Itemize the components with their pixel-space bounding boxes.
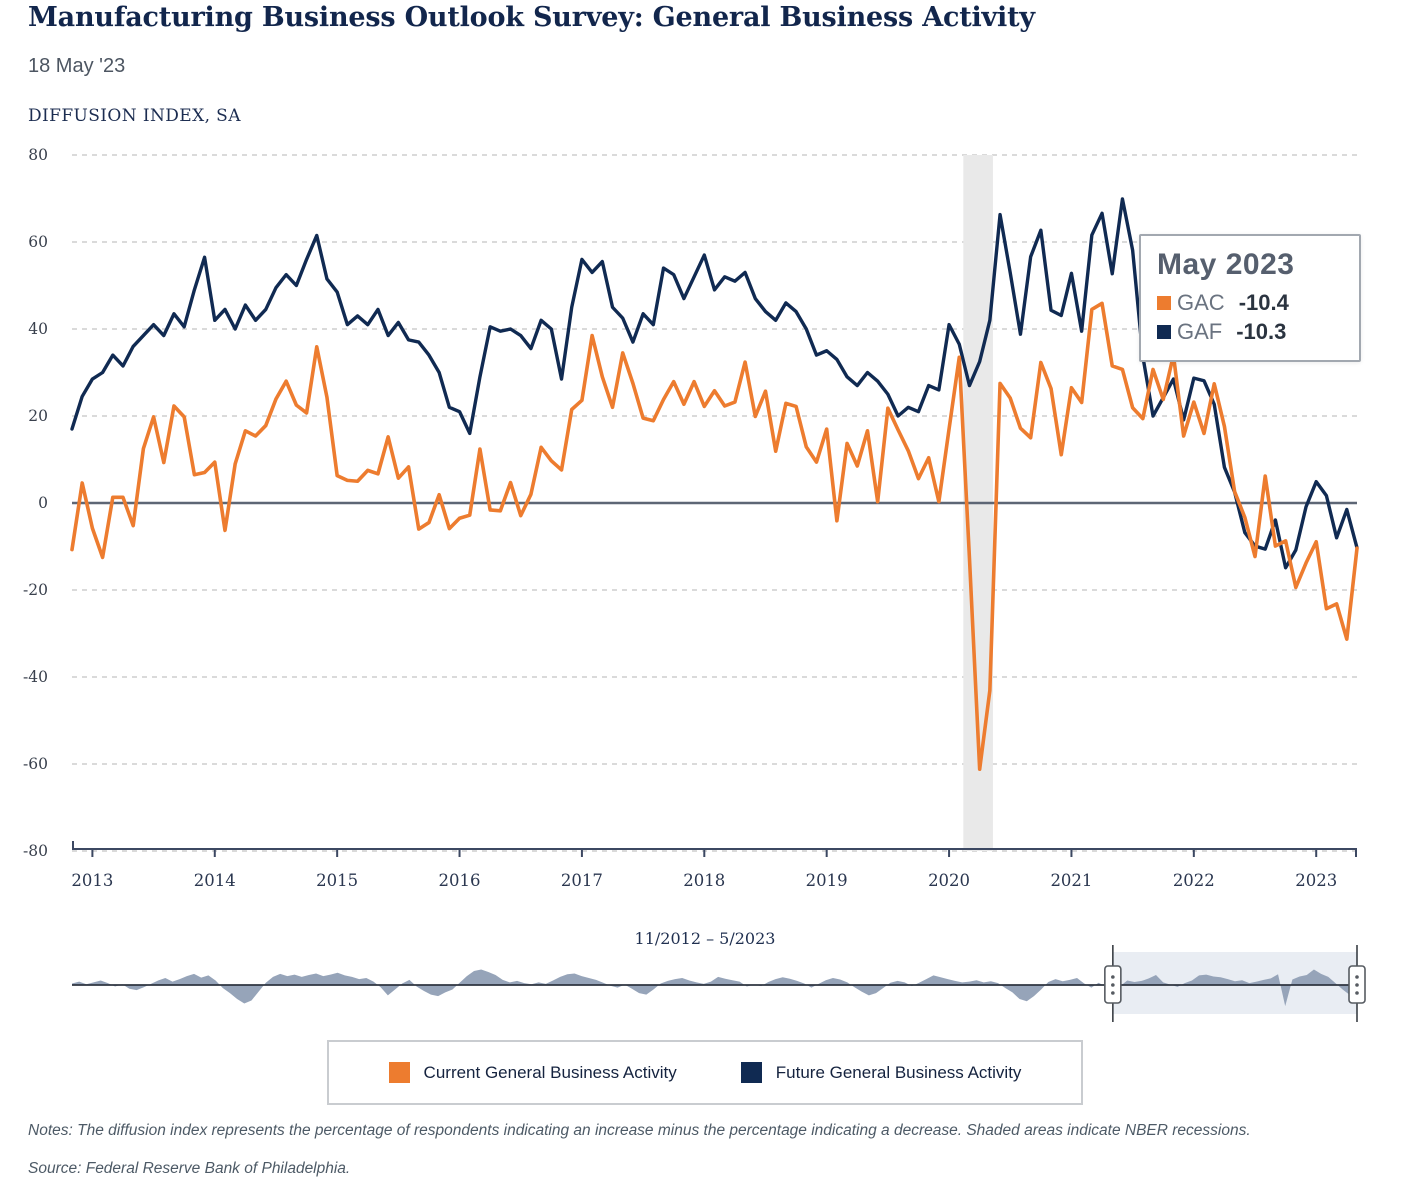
tooltip-gaf-value: -10.3 (1236, 319, 1287, 344)
legend: Current General Business Activity Future… (0, 1040, 1410, 1105)
svg-text:40: 40 (28, 320, 48, 338)
svg-text:2015: 2015 (316, 871, 358, 890)
tooltip-gaf-label: GAF (1177, 319, 1223, 344)
svg-text:-20: -20 (23, 581, 48, 599)
legend-box: Current General Business Activity Future… (326, 1040, 1084, 1105)
tooltip: May 2023 GAC -10.4 GAF -10.3 (1139, 234, 1361, 362)
svg-text:2023: 2023 (1295, 871, 1337, 890)
svg-text:2019: 2019 (806, 871, 848, 890)
svg-text:-80: -80 (23, 842, 48, 860)
y-axis-title: DIFFUSION INDEX, SA (28, 106, 241, 126)
legend-current-label: Current General Business Activity (423, 1062, 677, 1082)
series-GAC (70, 301, 1359, 772)
tooltip-heading: May 2023 (1157, 248, 1295, 281)
x-axis (72, 841, 1357, 857)
tooltip-row-gac: GAC -10.4 (1157, 290, 1345, 316)
svg-text:0: 0 (38, 494, 48, 512)
svg-text:80: 80 (28, 146, 48, 164)
future-series-swatch-icon (740, 1062, 762, 1083)
tooltip-gac-label: GAC (1177, 290, 1225, 315)
current-series-swatch-icon (388, 1062, 410, 1083)
svg-text:2022: 2022 (1173, 871, 1215, 890)
source-text: Source: Federal Reserve Bank of Philadel… (28, 1160, 351, 1177)
page-title: Manufacturing Business Outlook Survey: G… (28, 2, 1035, 33)
legend-future-label: Future General Business Activity (775, 1062, 1022, 1082)
svg-text:-40: -40 (23, 668, 48, 686)
svg-text:60: 60 (28, 233, 48, 251)
chart-date: 18 May '23 (28, 55, 126, 77)
svg-text:-60: -60 (23, 755, 48, 773)
range-navigator[interactable] (72, 945, 1366, 1022)
navigator-left-handle[interactable] (1104, 945, 1122, 1022)
svg-text:2018: 2018 (683, 871, 725, 890)
tooltip-row-gaf: GAF -10.3 (1157, 319, 1345, 345)
notes-text: Notes: The diffusion index represents th… (28, 1122, 1251, 1139)
legend-item-current[interactable]: Current General Business Activity (388, 1062, 677, 1083)
svg-text:2013: 2013 (71, 871, 113, 890)
gaf-swatch-icon (1157, 325, 1171, 339)
navigator-range-label: 11/2012 – 5/2023 (634, 929, 776, 948)
svg-text:2021: 2021 (1050, 871, 1092, 890)
navigator-right-handle[interactable] (1348, 945, 1366, 1022)
x-axis-labels: 2013 2014 2015 2016 2017 2018 2019 2020 2021 2022… (71, 871, 1337, 890)
svg-text:20: 20 (28, 407, 48, 425)
y-axis-labels: 80 60 40 20 0 -20 -40 -60 -80 (23, 146, 48, 860)
legend-item-future[interactable]: Future General Business Activity (740, 1062, 1022, 1083)
svg-text:2020: 2020 (928, 871, 970, 890)
svg-text:2016: 2016 (439, 871, 481, 890)
svg-text:2014: 2014 (194, 871, 236, 890)
gac-swatch-icon (1157, 296, 1171, 310)
tooltip-gac-value: -10.4 (1238, 290, 1289, 315)
svg-text:2017: 2017 (561, 871, 603, 890)
